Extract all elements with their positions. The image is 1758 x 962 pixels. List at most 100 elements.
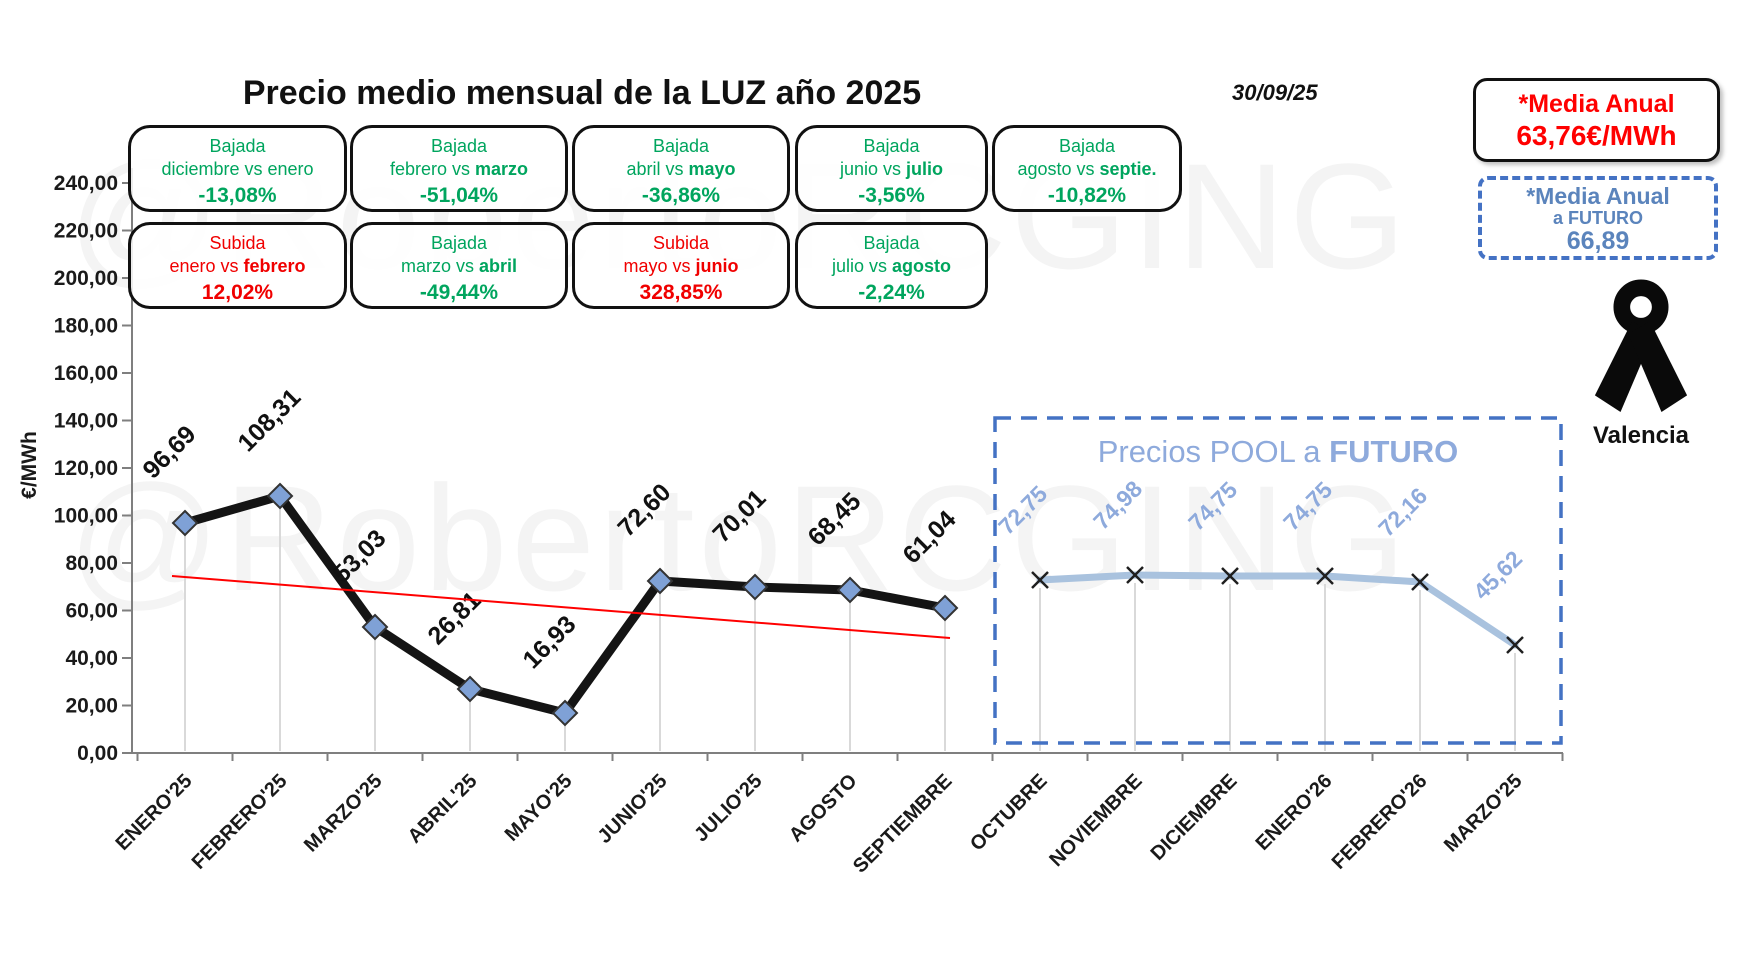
x-axis-label: SEPTIEMBRE	[849, 770, 957, 878]
data-label: 72,75	[993, 480, 1052, 539]
callout-kind: Subida	[209, 233, 266, 253]
data-label: 61,04	[897, 505, 961, 569]
x-axis-label: MARZO'25	[300, 770, 386, 856]
y-tick-label: 60,00	[65, 600, 118, 623]
x-axis-label: JUNIO'25	[594, 770, 672, 848]
x-axis-labels: ENERO'25 FEBRERO'25 MARZO'25 ABRIL'25 MA…	[112, 770, 1527, 878]
x-axis-label: ENERO'26	[1252, 770, 1337, 855]
callout-abril-mayo: Bajada abril vs mayo -36,86%	[572, 125, 790, 212]
data-label: 72,16	[1373, 482, 1432, 541]
callout-enero-febrero: Subida enero vs febrero 12,02%	[128, 222, 347, 309]
callout-diciembre-enero: Bajada diciembre vs enero -13,08%	[128, 125, 347, 212]
x-axis-label: ENERO'25	[112, 770, 197, 855]
watermark-text: @RobertoRCGING	[68, 454, 1410, 622]
media-futuro-value: 66,89	[1566, 227, 1630, 255]
data-label: 74,98	[1088, 475, 1147, 534]
callout-marzo-abril: Bajada marzo vs abril -49,44%	[350, 222, 568, 309]
media-futuro-label: *Media Anual	[1526, 183, 1670, 209]
y-tick-label: 180,00	[54, 315, 118, 338]
diamond-markers	[171, 482, 959, 727]
callout-febrero-marzo: Bajada febrero vs marzo -51,04%	[350, 125, 568, 212]
callout-julio-agosto: Bajada julio vs agosto -2,24%	[795, 222, 988, 309]
future-series: 72,75 74,98 74,75 74,75 72,16 45,62	[993, 475, 1527, 654]
data-label: 16,93	[517, 610, 581, 674]
data-label: 45,62	[1468, 545, 1527, 604]
callout-compare: diciembre vs enero	[161, 159, 314, 179]
callout-compare: agosto vs septie.	[1017, 159, 1157, 179]
callout-percent: 328,85%	[639, 281, 723, 304]
x-axis	[132, 752, 1564, 761]
x-axis-label: MAYO'25	[501, 770, 577, 846]
callout-kind: Bajada	[209, 136, 266, 156]
y-tick-label: 160,00	[54, 362, 118, 385]
y-tick-label: 220,00	[54, 220, 118, 243]
callout-percent: 12,02%	[201, 281, 274, 304]
callout-compare: marzo vs abril	[400, 256, 518, 276]
trendline	[171, 575, 951, 639]
callout-mayo-junio: Subida mayo vs junio 328,85%	[572, 222, 790, 309]
x-axis-label: MARZO'25	[1440, 770, 1526, 856]
data-label: 68,45	[802, 487, 866, 551]
y-tick-label: 40,00	[65, 647, 118, 670]
y-tick-label: 140,00	[54, 410, 118, 433]
callout-percent: -51,04%	[419, 184, 499, 207]
callout-agosto-septiembre: Bajada agosto vs septie. -10,82%	[992, 125, 1182, 212]
mourning-ribbon-icon	[1577, 276, 1705, 420]
y-tick-label: 100,00	[54, 505, 118, 528]
callout-junio-julio: Bajada junio vs julio -3,56%	[795, 125, 988, 212]
callout-percent: -49,44%	[419, 281, 499, 304]
media-anual-label: *Media Anual	[1518, 90, 1675, 118]
data-label: 96,69	[137, 420, 201, 484]
callout-kind: Bajada	[430, 233, 488, 253]
callout-kind: Bajada	[1058, 136, 1116, 156]
x-axis-label: OCTUBRE	[966, 770, 1051, 855]
callout-percent: -36,86%	[641, 184, 721, 207]
callout-compare: junio vs julio	[839, 159, 944, 179]
data-label: 53,03	[327, 524, 391, 588]
x-axis-label: DICIEMBRE	[1147, 770, 1242, 865]
y-tick-label: 120,00	[54, 457, 118, 480]
callout-compare: mayo vs junio	[623, 256, 739, 276]
y-tick-label: 200,00	[54, 267, 118, 290]
x-axis-label: AGOSTO	[785, 770, 862, 847]
main-data-labels: 96,69 108,31 53,03 26,81 16,93 72,60 70,…	[137, 383, 961, 674]
x-axis-label: FEBRERO'25	[188, 770, 292, 874]
x-markers	[1031, 566, 1524, 654]
future-panel-title: Precios POOL a FUTURO	[1098, 434, 1459, 469]
x-axis-label: ABRIL'25	[404, 770, 482, 848]
y-tick-label: 240,00	[54, 172, 118, 195]
callout-kind: Bajada	[430, 136, 488, 156]
x-axis-label: JULIO'25	[690, 770, 766, 846]
media-anual-value: 63,76€/MWh	[1516, 120, 1677, 151]
data-label: 74,75	[1278, 476, 1337, 535]
y-axis-title: €/MWh	[18, 431, 41, 499]
data-label: 70,01	[707, 484, 771, 548]
y-tick-label: 0,00	[77, 742, 118, 765]
x-axis-label: FEBRERO'26	[1328, 770, 1432, 874]
drop-lines	[184, 504, 1516, 751]
ribbon-caption: Valencia	[1592, 422, 1690, 449]
page-title: Precio medio mensual de la LUZ año 2025	[242, 74, 922, 112]
media-anual-box: *Media Anual 63,76€/MWh	[1473, 78, 1720, 162]
data-label: 74,75	[1183, 476, 1242, 535]
callout-kind: Bajada	[652, 136, 710, 156]
callout-compare: febrero vs marzo	[389, 159, 529, 179]
callout-kind: Bajada	[863, 233, 920, 253]
callout-percent: -2,24%	[858, 281, 925, 304]
media-anual-futuro-box: *Media Anual a FUTURO 66,89	[1478, 176, 1718, 260]
future-data-labels: 72,75 74,98 74,75 74,75 72,16 45,62	[993, 475, 1527, 604]
main-series: 96,69 108,31 53,03 26,81 16,93 72,60 70,…	[137, 383, 962, 727]
data-label: 72,60	[612, 478, 676, 542]
date-label: 30/09/25	[1232, 80, 1318, 105]
callout-percent: -3,56%	[858, 184, 925, 207]
callout-percent: -13,08%	[198, 184, 277, 207]
callout-compare: enero vs febrero	[169, 256, 306, 276]
callout-compare: abril vs mayo	[626, 159, 736, 179]
y-tick-label: 80,00	[65, 552, 118, 575]
callout-percent: -10,82%	[1047, 184, 1127, 207]
future-panel: Precios POOL a FUTURO	[993, 416, 1563, 745]
x-axis-label: NOVIEMBRE	[1045, 770, 1146, 871]
y-tick-label: 20,00	[65, 695, 118, 718]
